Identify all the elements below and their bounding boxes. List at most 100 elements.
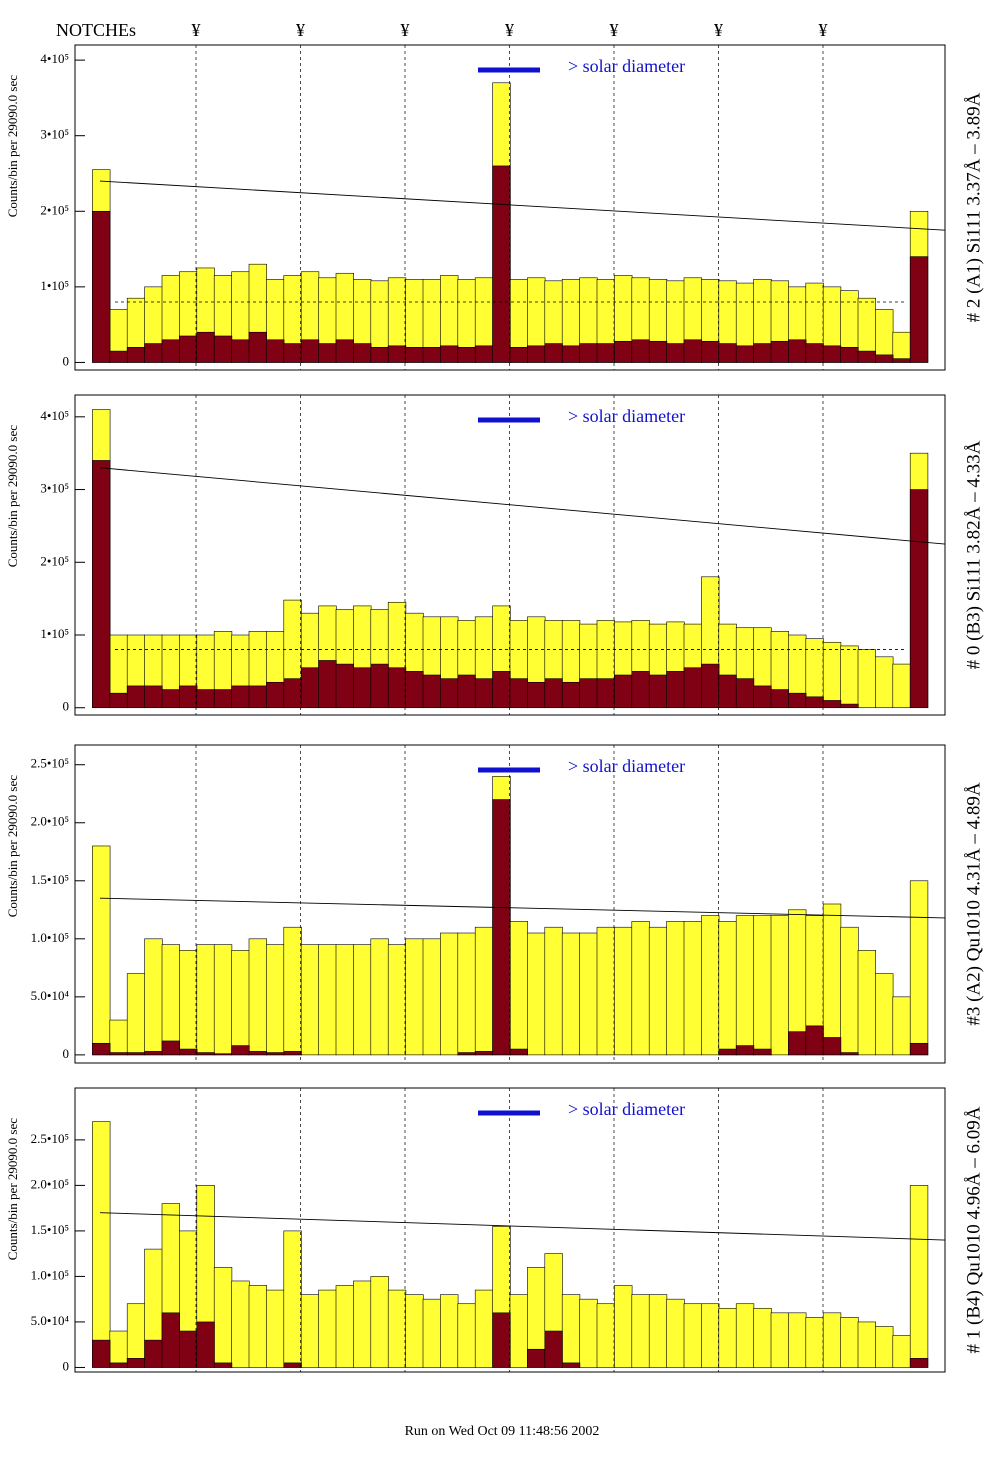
bin (701, 663, 720, 709)
bin (579, 678, 598, 709)
notch-mark: ¥ (819, 20, 828, 40)
bin (92, 845, 111, 1056)
bin (596, 926, 616, 1056)
fit-line (99, 180, 946, 231)
bin (892, 358, 911, 363)
bin (875, 973, 894, 1056)
notch-mark: ¥ (401, 20, 410, 40)
bin (179, 950, 198, 1056)
bin (614, 1285, 633, 1368)
bin (544, 678, 563, 709)
bin (909, 880, 929, 1056)
bin (283, 343, 302, 363)
bin (213, 689, 233, 709)
bin (196, 1052, 215, 1056)
bin (492, 165, 511, 363)
bin (300, 667, 320, 709)
bin (405, 1294, 424, 1368)
bin (179, 1330, 198, 1368)
bin (840, 926, 859, 1056)
bin (266, 681, 285, 709)
bin (770, 689, 790, 709)
bin (179, 685, 198, 709)
bin (579, 343, 598, 363)
bin (788, 339, 807, 363)
bin (683, 921, 703, 1056)
bin (422, 938, 442, 1056)
bin (770, 915, 790, 1056)
bin (457, 1303, 476, 1368)
bin (161, 689, 181, 709)
bin (353, 1280, 372, 1368)
bin (231, 339, 250, 363)
bin (440, 678, 459, 709)
bin (909, 489, 929, 709)
bin (753, 343, 772, 363)
panel-title: #3 (A2) Qu1010 4.31Å – 4.89Å (963, 782, 984, 1026)
bin (248, 938, 268, 1056)
y-tick-label: 4•10⁵ (40, 51, 69, 66)
bin (144, 685, 163, 709)
bin (683, 667, 703, 709)
notch-mark: ¥ (505, 20, 514, 40)
bin (248, 331, 268, 363)
bin (840, 1052, 859, 1056)
y-axis-label: Counts/bin per 29090.0 sec (5, 1118, 20, 1260)
bin (648, 674, 668, 709)
bin (248, 1285, 268, 1368)
y-tick-label: 2•10⁵ (40, 553, 69, 568)
bin (318, 343, 337, 363)
y-tick-label: 2.0•10⁵ (31, 814, 69, 829)
bin (144, 343, 163, 363)
bin (457, 347, 476, 363)
bin (909, 1042, 929, 1056)
bin (231, 685, 250, 709)
bin (735, 345, 755, 363)
bin (196, 1321, 215, 1368)
bin (335, 1285, 355, 1368)
bin (875, 656, 894, 709)
bin (492, 1312, 511, 1368)
bin (300, 1294, 320, 1368)
bin (544, 926, 563, 1056)
annotation: > solar diameter (568, 756, 685, 776)
bin (144, 938, 163, 1056)
bin (544, 343, 563, 363)
bin (509, 1048, 529, 1056)
bin (718, 1048, 737, 1056)
bin (179, 1048, 198, 1056)
bin (109, 1362, 128, 1368)
bin (266, 1289, 285, 1368)
y-tick-label: 0 (63, 1358, 70, 1373)
bin (109, 1052, 128, 1056)
bin (840, 347, 859, 363)
bin (126, 347, 146, 363)
bin (318, 944, 337, 1056)
bin (718, 1307, 737, 1368)
bin (126, 973, 146, 1056)
bin (631, 339, 650, 363)
bin (370, 938, 389, 1056)
y-tick-label: 1.5•10⁵ (31, 872, 69, 887)
bin (405, 347, 424, 363)
bin (666, 343, 685, 363)
bin (753, 915, 772, 1056)
y-tick-label: 5.0•10⁴ (31, 1313, 70, 1328)
bin (283, 1051, 302, 1056)
bin (144, 1051, 163, 1056)
bin (370, 1276, 389, 1368)
bin (161, 944, 181, 1056)
bin (179, 335, 198, 363)
y-tick-label: 3•10⁵ (40, 481, 69, 496)
bin (474, 926, 494, 1056)
bin (213, 944, 233, 1056)
bin (300, 944, 320, 1056)
bin (840, 645, 859, 709)
bin (735, 915, 755, 1056)
bin (631, 921, 650, 1056)
bin (335, 944, 355, 1056)
bin (405, 938, 424, 1056)
y-tick-label: 1.0•10⁵ (31, 930, 69, 945)
bin (387, 667, 407, 709)
bin (318, 1289, 337, 1368)
